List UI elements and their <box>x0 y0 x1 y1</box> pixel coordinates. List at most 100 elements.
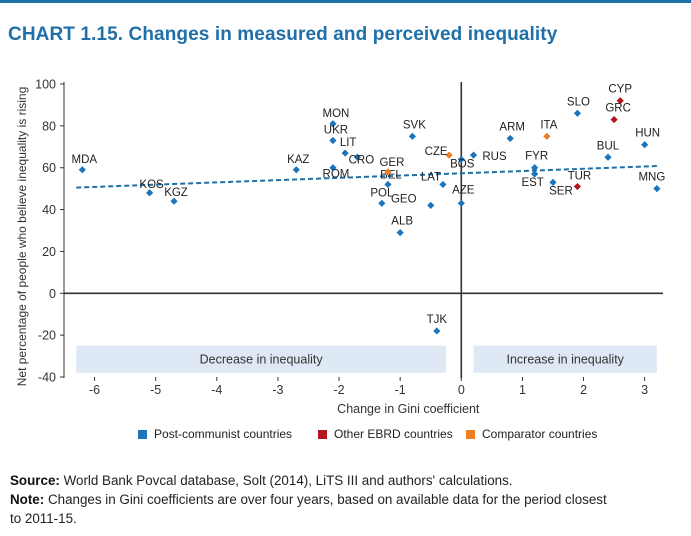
point-label-svk: SVK <box>403 119 426 131</box>
point-label-slo: SLO <box>567 96 590 108</box>
point-bul <box>604 153 612 161</box>
point-ukr <box>329 136 337 145</box>
point-label-bul: BUL <box>597 140 620 152</box>
point-label-bel: BEL <box>380 169 402 181</box>
x-tick-label: 0 <box>458 383 465 397</box>
point-kos <box>145 189 154 197</box>
point-label-rus: RUS <box>482 151 507 163</box>
x-tick-label: -5 <box>150 383 161 397</box>
source-label: Source: <box>10 473 60 488</box>
legend-label-other-ebrd: Other EBRD countries <box>334 427 453 441</box>
note-label: Note: <box>10 492 45 507</box>
point-mng <box>653 185 661 193</box>
point-label-grc: GRC <box>605 103 631 115</box>
point-label-kgz: KGZ <box>164 187 188 199</box>
point-label-ser: SER <box>549 185 573 197</box>
x-axis-label: Change in Gini coefficient <box>337 402 480 416</box>
y-tick-label: 60 <box>42 161 56 175</box>
point-arm <box>506 134 514 143</box>
trendline <box>76 165 657 189</box>
point-label-kos: KOS <box>139 179 164 191</box>
chart-title: CHART 1.15. Changes in measured and perc… <box>8 24 558 45</box>
legend-label-post-communist: Post-communist countries <box>154 427 293 441</box>
point-ser <box>549 178 557 186</box>
y-tick-label: -20 <box>38 329 56 343</box>
band-0 <box>76 345 447 373</box>
point-slo <box>573 109 582 117</box>
note-line-2: to 2011-15. <box>10 511 77 526</box>
x-tick-label: -1 <box>395 383 406 397</box>
point-label-cze: CZE <box>425 146 448 158</box>
legend-swatch-comparator <box>466 429 475 439</box>
point-label-cyp: CYP <box>608 84 632 96</box>
point-mon <box>329 120 337 128</box>
point-kgz <box>170 197 178 205</box>
y-tick-label: 0 <box>49 287 56 301</box>
point-label-bos: BOS <box>450 158 475 170</box>
point-ger <box>384 168 392 176</box>
point-label-mon: MON <box>323 108 350 120</box>
y-axis-label: Net percentage of people who believe ine… <box>15 87 29 387</box>
point-label-arm: ARM <box>499 121 525 133</box>
legend-item-other-ebrd: Other EBRD countries <box>318 427 453 441</box>
source-text: World Bank Povcal database, Solt (2014),… <box>63 473 513 488</box>
point-label-ukr: UKR <box>324 125 348 137</box>
y-tick-label: 20 <box>42 245 56 259</box>
y-tick-label: 80 <box>42 119 56 133</box>
point-aze <box>457 199 465 207</box>
point-bos <box>457 155 465 163</box>
point-grc <box>610 115 618 124</box>
point-label-cro: CRO <box>349 154 375 166</box>
point-label-kaz: KAZ <box>287 154 309 166</box>
point-label-mda: MDA <box>72 154 98 166</box>
x-tick-label: 2 <box>580 383 587 397</box>
point-cze <box>445 151 453 159</box>
point-label-ger: GER <box>379 157 404 169</box>
point-lit <box>341 149 349 157</box>
source-line: Source: World Bank Povcal database, Solt… <box>10 471 680 490</box>
point-rom <box>329 164 337 172</box>
point-label-hun: HUN <box>635 128 660 140</box>
note-text-line1: Changes in Gini coefficients are over fo… <box>47 492 607 507</box>
legend-item-comparator: Comparator countries <box>466 427 597 441</box>
point-est <box>531 170 539 178</box>
point-geo <box>427 201 435 209</box>
band-1 <box>473 345 657 373</box>
point-mda <box>78 166 86 174</box>
x-tick-label: 3 <box>641 383 648 397</box>
y-tick-label: -40 <box>38 371 56 385</box>
legend-label-comparator: Comparator countries <box>482 427 598 441</box>
point-kaz <box>292 166 300 174</box>
point-alb <box>396 228 404 237</box>
legend-item-post-communist: Post-communist countries <box>138 427 292 441</box>
point-bel <box>384 180 392 189</box>
point-label-geo: GEO <box>391 193 417 205</box>
chart-notes: Source: World Bank Povcal database, Solt… <box>10 471 680 528</box>
point-hun <box>641 141 649 149</box>
point-label-est: EST <box>521 177 543 189</box>
point-label-mng: MNG <box>638 172 665 184</box>
y-tick-label: 40 <box>42 203 56 217</box>
x-tick-label: 1 <box>519 383 526 397</box>
point-svk <box>408 132 416 140</box>
point-pol <box>378 199 386 207</box>
point-label-ita: ITA <box>540 119 557 131</box>
point-label-rom: ROM <box>323 169 350 181</box>
point-label-alb: ALB <box>391 216 413 228</box>
band-label-0: Decrease in inequality <box>200 353 324 367</box>
point-lat <box>439 180 447 189</box>
point-fyr <box>531 164 539 172</box>
point-label-pol: POL <box>370 187 394 199</box>
point-label-fyr: FYR <box>525 151 548 163</box>
legend-swatch-post-communist <box>138 429 147 439</box>
point-tur <box>573 182 582 191</box>
x-tick-label: -3 <box>272 383 283 397</box>
point-cro <box>353 153 361 161</box>
point-label-tjk: TJK <box>427 314 448 326</box>
scatter-chart: Decrease in inequality Increase in inequa… <box>15 78 665 417</box>
x-tick-label: -4 <box>211 383 222 397</box>
y-tick-label: 100 <box>35 78 56 92</box>
x-tick-label: -2 <box>333 383 344 397</box>
point-label-lat: LAT <box>421 171 441 183</box>
point-tjk <box>433 327 441 335</box>
